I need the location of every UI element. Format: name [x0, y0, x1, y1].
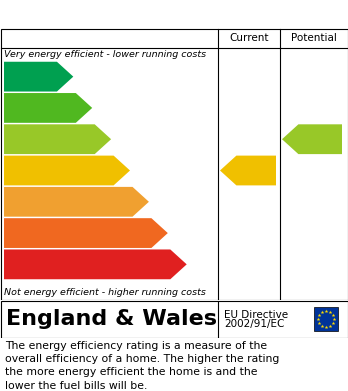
Polygon shape: [4, 62, 73, 91]
Text: England & Wales: England & Wales: [6, 309, 217, 329]
Text: Not energy efficient - higher running costs: Not energy efficient - higher running co…: [4, 288, 206, 297]
Polygon shape: [4, 249, 187, 279]
Text: D: D: [116, 163, 128, 178]
Text: (21-38): (21-38): [7, 229, 44, 238]
Polygon shape: [4, 218, 168, 248]
Text: F: F: [155, 226, 164, 240]
Text: (69-80): (69-80): [7, 135, 44, 144]
Text: G: G: [173, 257, 184, 271]
Text: (39-54): (39-54): [7, 197, 44, 206]
Polygon shape: [4, 124, 111, 154]
Text: (1-20): (1-20): [7, 260, 38, 269]
Polygon shape: [4, 156, 130, 185]
Bar: [314, 307, 338, 331]
Text: Energy Efficiency Rating: Energy Efficiency Rating: [10, 5, 239, 23]
Polygon shape: [282, 124, 342, 154]
Polygon shape: [4, 93, 92, 123]
Polygon shape: [220, 156, 276, 185]
Text: C: C: [98, 132, 108, 146]
Text: (81-91): (81-91): [7, 104, 44, 113]
Polygon shape: [4, 187, 149, 217]
Text: (55-68): (55-68): [7, 166, 44, 175]
Text: Current: Current: [229, 33, 269, 43]
Text: A: A: [60, 70, 71, 84]
Text: EU Directive: EU Directive: [224, 310, 288, 320]
Text: 2002/91/EC: 2002/91/EC: [224, 319, 284, 329]
Text: (92-100): (92-100): [7, 72, 50, 81]
Text: Very energy efficient - lower running costs: Very energy efficient - lower running co…: [4, 50, 206, 59]
Text: Potential: Potential: [291, 33, 337, 43]
Text: 76: 76: [309, 130, 332, 148]
Text: 57: 57: [245, 161, 268, 179]
Text: B: B: [79, 101, 89, 115]
Text: E: E: [136, 195, 145, 209]
Text: The energy efficiency rating is a measure of the
overall efficiency of a home. T: The energy efficiency rating is a measur…: [5, 341, 279, 391]
